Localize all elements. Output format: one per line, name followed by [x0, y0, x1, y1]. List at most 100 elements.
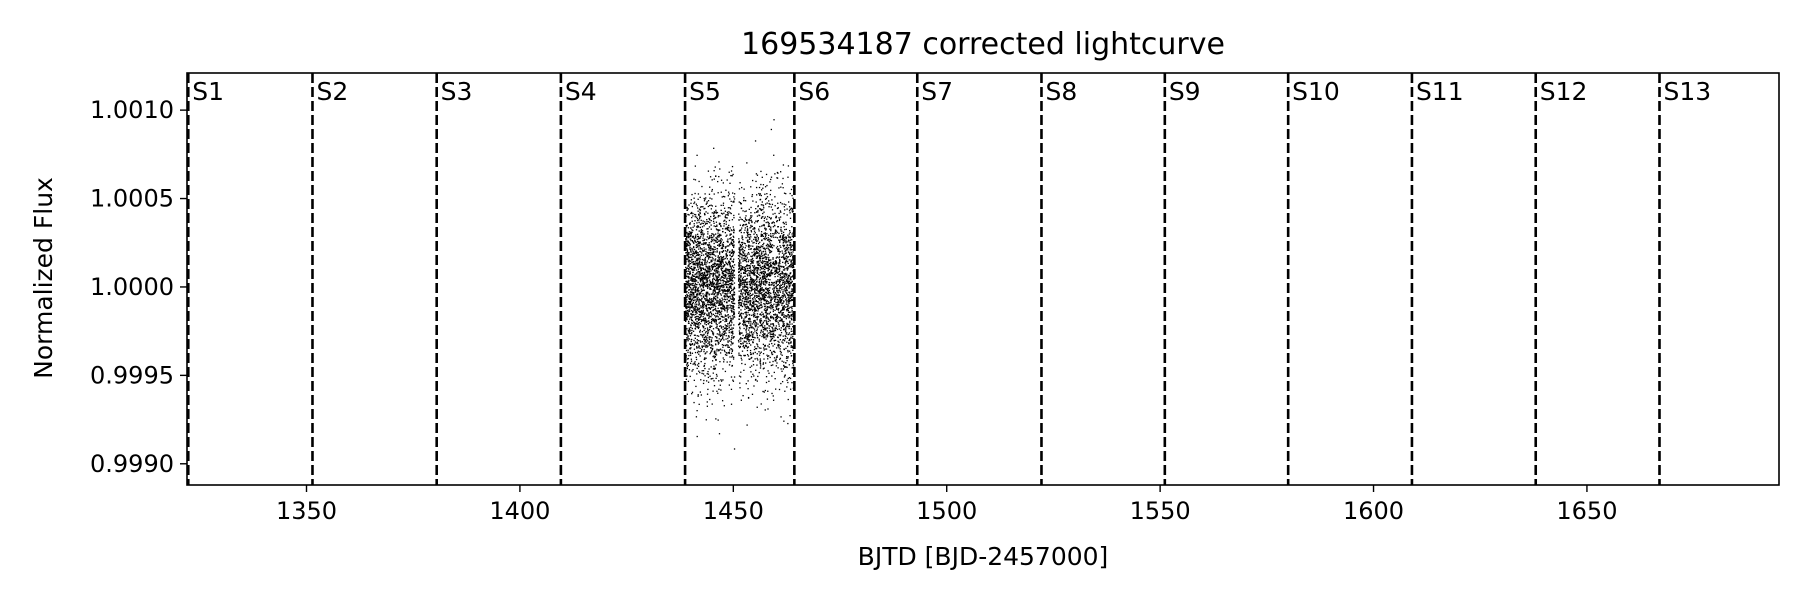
data-point [689, 351, 691, 353]
data-point [790, 346, 792, 348]
data-point [745, 288, 748, 291]
data-point [749, 219, 751, 222]
data-point [774, 351, 776, 354]
data-point [706, 334, 709, 336]
data-point [784, 331, 787, 333]
data-point [768, 250, 771, 252]
data-point [759, 291, 761, 294]
data-point [717, 313, 719, 315]
data-point [695, 250, 697, 252]
data-point [692, 263, 694, 265]
data-point [697, 290, 699, 293]
data-point [755, 220, 757, 222]
data-point [711, 205, 714, 207]
data-point [763, 225, 765, 227]
data-point [766, 303, 769, 305]
data-point [726, 319, 728, 321]
data-point [762, 204, 764, 206]
data-point [742, 266, 744, 269]
data-point [756, 271, 758, 273]
data-point [707, 244, 709, 247]
data-point [745, 335, 747, 337]
data-point [708, 343, 711, 345]
data-point [769, 329, 771, 332]
data-point [775, 327, 778, 329]
data-point [787, 274, 789, 277]
data-point [780, 228, 782, 231]
data-point [709, 353, 711, 355]
data-point [695, 342, 697, 344]
data-point [787, 356, 789, 358]
data-point [748, 264, 751, 267]
data-point [738, 230, 741, 232]
data-point [772, 258, 774, 260]
data-point [709, 271, 711, 273]
data-point [687, 242, 689, 244]
data-point [757, 269, 759, 271]
data-point [718, 304, 720, 306]
data-point [754, 248, 756, 250]
data-point [783, 269, 786, 271]
data-point [726, 179, 728, 181]
data-point [770, 128, 773, 131]
data-point [741, 316, 743, 319]
data-point [743, 369, 745, 371]
data-point [730, 256, 733, 258]
data-point [720, 327, 723, 329]
data-point [767, 263, 769, 266]
data-point [725, 319, 727, 322]
data-point [733, 312, 735, 315]
data-point [689, 222, 691, 224]
data-point [786, 268, 788, 270]
data-point [719, 215, 721, 217]
data-point [691, 253, 693, 256]
data-point [791, 345, 793, 347]
data-point [770, 336, 772, 338]
data-point [755, 324, 757, 326]
data-point [729, 315, 731, 318]
data-point [706, 373, 708, 375]
data-point [687, 233, 689, 235]
data-point [697, 210, 699, 212]
data-point [716, 263, 719, 265]
data-point [700, 235, 702, 238]
data-point [700, 219, 702, 222]
data-point [732, 298, 734, 301]
data-point [726, 278, 728, 280]
data-point [692, 255, 694, 257]
data-point [732, 379, 734, 381]
data-point [686, 236, 688, 238]
data-point [760, 318, 762, 320]
data-point [704, 242, 706, 244]
data-point [770, 269, 772, 272]
data-point [689, 231, 692, 233]
data-point [717, 214, 720, 217]
data-point [708, 217, 710, 220]
data-point [725, 246, 727, 248]
data-point [743, 266, 746, 268]
data-point [696, 265, 699, 267]
data-point [758, 194, 761, 196]
data-point [693, 269, 695, 271]
data-point [702, 250, 704, 252]
data-point [712, 251, 714, 254]
data-point [707, 258, 710, 260]
data-point [723, 223, 725, 225]
data-point [743, 232, 745, 234]
data-point [728, 273, 730, 275]
data-point [742, 283, 744, 286]
data-point [778, 253, 780, 255]
data-point [693, 242, 695, 245]
data-point [755, 239, 757, 242]
data-point [779, 316, 781, 319]
data-point [755, 303, 757, 306]
data-point [765, 299, 767, 301]
data-point [767, 301, 770, 303]
data-point [709, 301, 712, 303]
data-point [688, 285, 690, 287]
data-point [688, 256, 690, 259]
data-point [704, 319, 706, 321]
data-point [702, 220, 704, 222]
data-point [695, 286, 697, 288]
data-point [775, 294, 778, 296]
